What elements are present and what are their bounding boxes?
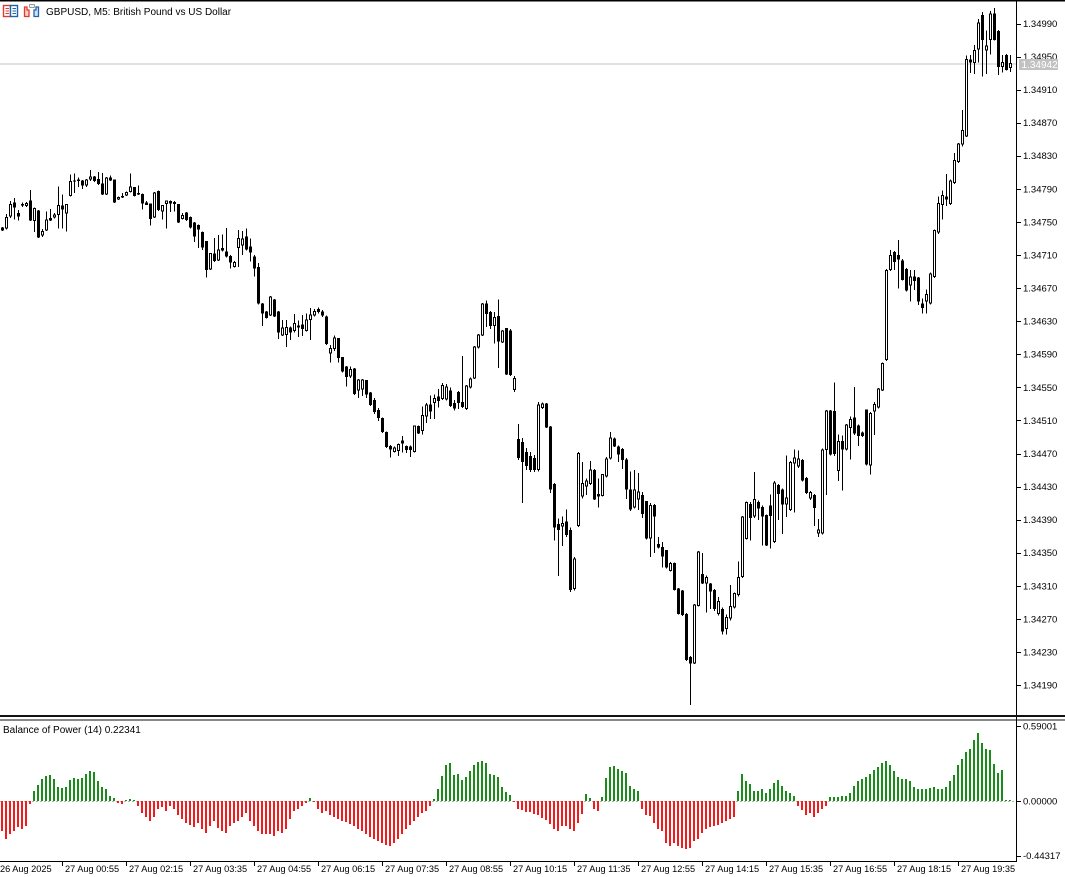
svg-text:27 Aug 18:15: 27 Aug 18:15: [897, 864, 951, 874]
svg-text:27 Aug 15:35: 27 Aug 15:35: [769, 864, 823, 874]
svg-text:1.34750: 1.34750: [1023, 217, 1057, 228]
svg-text:1.34942: 1.34942: [1022, 60, 1059, 71]
svg-text:1.34310: 1.34310: [1023, 581, 1057, 592]
svg-text:27 Aug 11:35: 27 Aug 11:35: [577, 864, 630, 874]
svg-text:1.34990: 1.34990: [1023, 19, 1057, 30]
svg-text:1.34590: 1.34590: [1023, 350, 1057, 361]
svg-text:27 Aug 19:35: 27 Aug 19:35: [961, 864, 1015, 874]
svg-text:1.34270: 1.34270: [1023, 614, 1057, 625]
svg-text:1.34230: 1.34230: [1023, 647, 1057, 658]
svg-text:1.34470: 1.34470: [1023, 449, 1057, 460]
svg-text:1.34910: 1.34910: [1023, 85, 1057, 96]
svg-text:27 Aug 07:35: 27 Aug 07:35: [385, 864, 439, 874]
svg-text:1.34670: 1.34670: [1023, 284, 1057, 295]
svg-text:27 Aug 08:55: 27 Aug 08:55: [449, 864, 503, 874]
svg-text:27 Aug 04:55: 27 Aug 04:55: [257, 864, 311, 874]
svg-text:1.34830: 1.34830: [1023, 151, 1057, 162]
svg-text:1.34790: 1.34790: [1023, 184, 1057, 195]
svg-text:1.34630: 1.34630: [1023, 317, 1057, 328]
svg-text:1.34510: 1.34510: [1023, 416, 1057, 427]
svg-text:1.34550: 1.34550: [1023, 383, 1057, 394]
svg-text:27 Aug 12:55: 27 Aug 12:55: [641, 864, 695, 874]
svg-text:1.34430: 1.34430: [1023, 482, 1057, 493]
svg-text:1.34870: 1.34870: [1023, 118, 1057, 129]
svg-text:1.34950: 1.34950: [1023, 52, 1057, 63]
svg-text:27 Aug 00:55: 27 Aug 00:55: [65, 864, 119, 874]
svg-text:27 Aug 03:35: 27 Aug 03:35: [193, 864, 247, 874]
svg-text:27 Aug 06:15: 27 Aug 06:15: [321, 864, 375, 874]
svg-text:26 Aug 2025: 26 Aug 2025: [0, 864, 52, 874]
svg-text:1.34350: 1.34350: [1023, 548, 1057, 559]
svg-text:-0.44317: -0.44317: [1023, 851, 1061, 862]
svg-text:1.34190: 1.34190: [1023, 681, 1057, 692]
svg-text:1.34710: 1.34710: [1023, 251, 1057, 262]
svg-text:27 Aug 02:15: 27 Aug 02:15: [129, 864, 183, 874]
svg-text:GBPUSD, M5: British Pound vs: GBPUSD, M5: British Pound vs US Dollar: [46, 7, 232, 18]
svg-text:27 Aug 10:15: 27 Aug 10:15: [513, 864, 567, 874]
svg-text:1.34390: 1.34390: [1023, 515, 1057, 526]
svg-text:0.59001: 0.59001: [1023, 721, 1057, 732]
svg-text:27 Aug 14:15: 27 Aug 14:15: [705, 864, 759, 874]
svg-text:27 Aug 16:55: 27 Aug 16:55: [833, 864, 887, 874]
svg-text:Balance of Power (14) 0.22341: Balance of Power (14) 0.22341: [3, 725, 141, 736]
svg-text:0.00000: 0.00000: [1023, 796, 1057, 807]
